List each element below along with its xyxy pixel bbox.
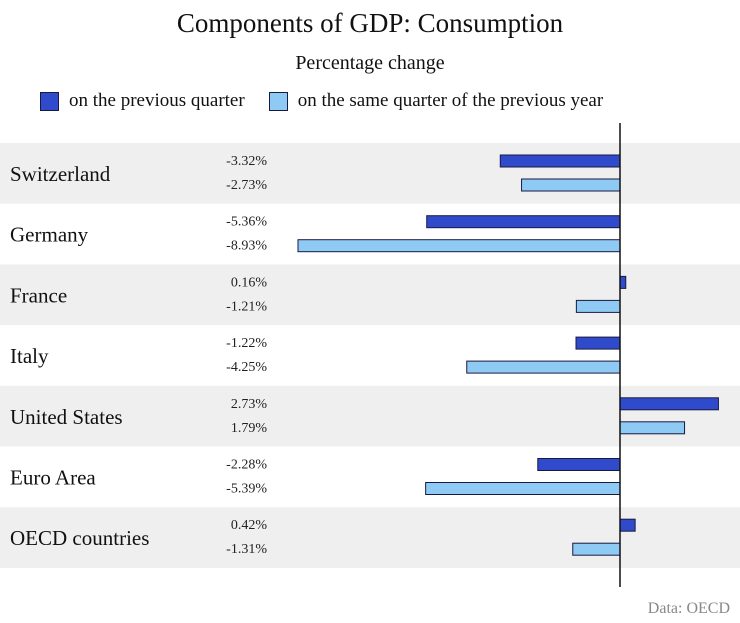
row-band <box>0 507 740 568</box>
category-label: Italy <box>10 344 49 368</box>
row-band <box>0 143 740 204</box>
value-label: -2.73% <box>226 178 267 193</box>
row-band <box>0 385 740 447</box>
value-label: -3.32% <box>226 154 267 169</box>
bar <box>297 239 621 253</box>
value-label: -1.21% <box>226 299 267 314</box>
category-label: OECD countries <box>10 526 149 550</box>
value-label: -4.25% <box>226 360 267 375</box>
category-label: Germany <box>10 223 89 247</box>
bar <box>537 458 621 471</box>
bar <box>619 518 636 532</box>
value-label: -5.36% <box>226 215 267 230</box>
bar <box>619 275 627 289</box>
bar <box>426 215 621 229</box>
bar <box>575 336 621 350</box>
category-label: United States <box>10 405 123 429</box>
value-label: 1.79% <box>231 421 268 436</box>
value-label: -5.39% <box>226 482 267 497</box>
value-label: -1.22% <box>226 336 267 351</box>
value-label: 0.16% <box>231 275 268 290</box>
row-band <box>0 264 740 326</box>
value-label: 2.73% <box>231 397 268 412</box>
bar <box>619 397 719 411</box>
legend-swatch-same-quarter-previous-year <box>268 91 288 111</box>
legend: on the previous quarter on the same quar… <box>40 90 627 112</box>
bar <box>466 360 621 374</box>
category-label: Euro Area <box>10 466 96 490</box>
bar <box>521 178 621 192</box>
category-label: Switzerland <box>10 162 111 186</box>
value-label: -2.28% <box>226 458 267 473</box>
value-label: 0.42% <box>231 518 268 533</box>
value-label: -1.31% <box>226 542 267 557</box>
bar <box>425 482 621 495</box>
legend-label-same-quarter-previous-year: on the same quarter of the previous year <box>297 90 604 111</box>
bar <box>619 421 686 435</box>
legend-label-previous-quarter: on the previous quarter <box>69 90 245 111</box>
value-label: -8.93% <box>226 239 267 254</box>
legend-swatch-previous-quarter <box>40 91 59 111</box>
chart-title: Components of GDP: Consumption <box>176 8 564 38</box>
chart-subtitle: Percentage change <box>295 52 445 74</box>
category-label: France <box>10 283 67 307</box>
bar <box>499 154 621 168</box>
bar <box>575 299 621 313</box>
source-note: Data: OECD <box>647 600 730 617</box>
bar <box>572 542 621 556</box>
